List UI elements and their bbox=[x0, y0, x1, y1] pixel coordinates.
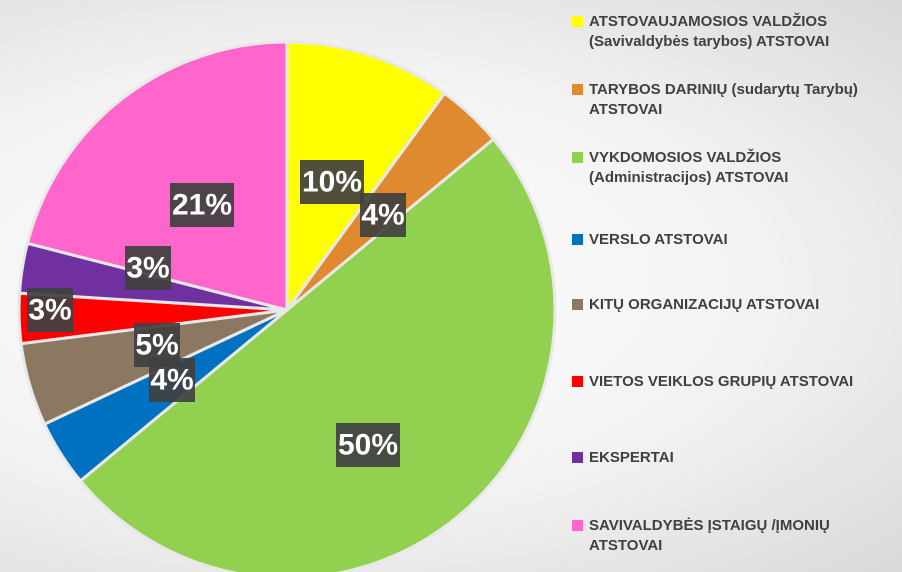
legend-label: SAVIVALDYBĖS ĮSTAIGŲ /ĮMONIŲ ATSTOVAI bbox=[589, 517, 830, 554]
label-box bbox=[336, 423, 400, 467]
legend-item: VERSLO ATSTOVAI bbox=[572, 230, 902, 250]
legend-swatch bbox=[572, 376, 583, 387]
legend-label: VIETOS VEIKLOS GRUPIŲ ATSTOVAI bbox=[589, 373, 854, 390]
legend-label: VERSLO ATSTOVAI bbox=[589, 231, 728, 248]
label-box bbox=[27, 288, 73, 332]
legend-swatch bbox=[572, 520, 583, 531]
data-label: 5% bbox=[135, 329, 178, 362]
legend-item: KITŲ ORGANIZACIJŲ ATSTOVAI bbox=[572, 295, 902, 315]
legend-item: TARYBOS DARINIŲ (sudarytų Tarybų) ATSTOV… bbox=[572, 80, 902, 120]
label-box bbox=[125, 246, 171, 290]
label-box bbox=[360, 193, 406, 237]
data-label: 3% bbox=[28, 294, 71, 327]
legend-swatch bbox=[572, 16, 583, 27]
legend-label: ATSTOVAUJAMOSIOS VALDŽIOS (Savivaldybės … bbox=[589, 13, 830, 50]
label-box bbox=[300, 160, 364, 204]
legend-item: ATSTOVAUJAMOSIOS VALDŽIOS (Savivaldybės … bbox=[572, 12, 902, 52]
legend-label: TARYBOS DARINIŲ (sudarytų Tarybų) ATSTOV… bbox=[589, 81, 858, 118]
legend-label: VYKDOMOSIOS VALDŽIOS (Administracijos) A… bbox=[589, 149, 789, 186]
legend-label: EKSPERTAI bbox=[589, 449, 674, 466]
legend-item: EKSPERTAI bbox=[572, 448, 902, 468]
data-label: 4% bbox=[361, 199, 404, 232]
pie-slice bbox=[25, 40, 289, 312]
label-box bbox=[134, 323, 180, 367]
legend-item: VYKDOMOSIOS VALDŽIOS (Administracijos) A… bbox=[572, 148, 902, 188]
data-label: 10% bbox=[302, 166, 362, 199]
legend-item: VIETOS VEIKLOS GRUPIŲ ATSTOVAI bbox=[572, 372, 902, 392]
label-box bbox=[170, 183, 234, 227]
pie-slice bbox=[78, 137, 557, 572]
data-label: 21% bbox=[172, 189, 232, 222]
legend-label: KITŲ ORGANIZACIJŲ ATSTOVAI bbox=[589, 296, 820, 313]
legend-swatch bbox=[572, 234, 583, 245]
data-label: 50% bbox=[338, 429, 398, 462]
legend-swatch bbox=[572, 452, 583, 463]
legend-swatch bbox=[572, 299, 583, 310]
pie-slice bbox=[285, 40, 447, 315]
data-label: 4% bbox=[150, 364, 193, 397]
legend-item: SAVIVALDYBĖS ĮSTAIGŲ /ĮMONIŲ ATSTOVAI bbox=[572, 516, 902, 556]
legend-swatch bbox=[572, 152, 583, 163]
legend-swatch bbox=[572, 84, 583, 95]
data-label: 3% bbox=[126, 252, 169, 285]
